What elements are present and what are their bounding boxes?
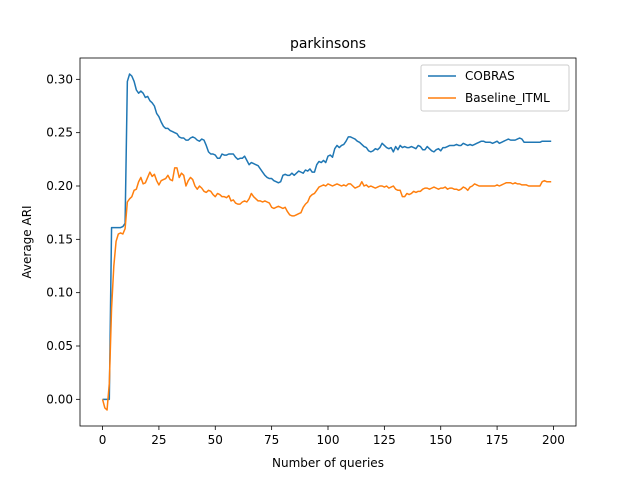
legend-label-cobras: COBRAS (465, 69, 515, 83)
x-tick-label: 200 (542, 433, 565, 447)
y-tick-label: 0.25 (46, 126, 73, 140)
series-line-cobras (102, 73, 552, 401)
chart-title: parkinsons (290, 36, 366, 52)
plot-frame (79, 57, 577, 427)
x-tick-label: 100 (317, 433, 340, 447)
x-axis-ticks: 0 25 50 75 100 125 150 175 200 (99, 426, 565, 447)
x-tick-label: 25 (151, 433, 166, 447)
x-tick-label: 150 (429, 433, 452, 447)
y-tick-label: 0.10 (46, 286, 73, 300)
y-axis-label: Average ARI (20, 205, 34, 278)
legend-box (420, 64, 570, 112)
x-tick-label: 50 (208, 433, 223, 447)
x-tick-label: 75 (264, 433, 279, 447)
y-tick-label: 0.00 (46, 392, 73, 406)
y-tick-label: 0.05 (46, 339, 73, 353)
legend-label-baseline-itml: Baseline_ITML (465, 91, 550, 105)
y-tick-label: 0.30 (46, 72, 73, 86)
x-axis-label: Number of queries (272, 456, 384, 470)
plot-series (101, 73, 552, 411)
y-tick-label: 0.20 (46, 179, 73, 193)
series-line-baseline-itml (101, 167, 552, 411)
x-tick-label: 175 (486, 433, 509, 447)
x-tick-label: 0 (99, 433, 107, 447)
x-tick-label: 125 (373, 433, 396, 447)
legend: COBRAS Baseline_ITML (420, 64, 570, 112)
y-tick-label: 0.15 (46, 232, 73, 246)
y-axis-ticks: 0.00 0.05 0.10 0.15 0.20 0.25 0.30 (46, 72, 80, 406)
